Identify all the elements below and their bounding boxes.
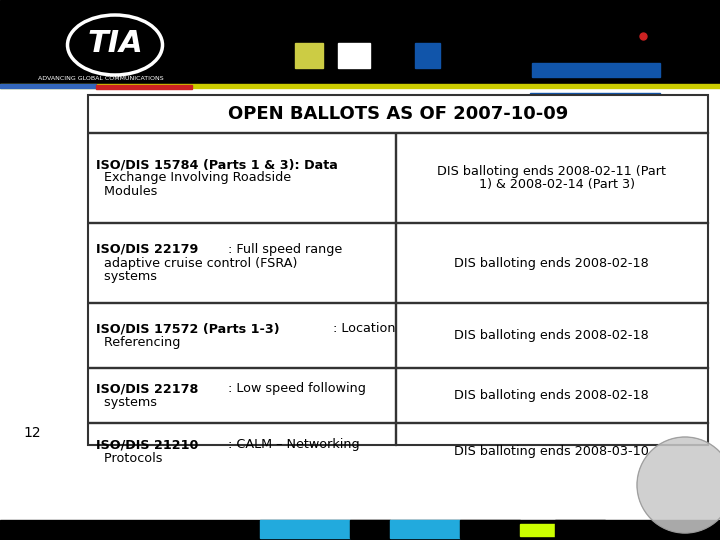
Bar [460, 520, 520, 538]
Bar [390, 520, 460, 538]
Bar [532, 63, 660, 77]
Text: Referencing: Referencing [96, 336, 181, 349]
Bar [520, 524, 555, 536]
Bar [555, 520, 605, 538]
Text: ADVANCING GLOBAL COMMUNICATIONS: ADVANCING GLOBAL COMMUNICATIONS [38, 76, 163, 80]
Text: Protocols: Protocols [96, 452, 163, 465]
Text: systems: systems [96, 270, 157, 283]
Bar [0, 0, 720, 85]
Text: : Low speed following: : Low speed following [228, 382, 366, 395]
Bar [0, 84, 96, 88]
Bar [295, 43, 323, 68]
Text: OPEN BALLOTS AS OF 2007-10-09: OPEN BALLOTS AS OF 2007-10-09 [228, 105, 568, 123]
Text: ISO/DIS 22179: ISO/DIS 22179 [96, 243, 199, 256]
Bar [88, 367, 708, 368]
Bar [338, 43, 370, 68]
Bar [530, 93, 660, 96]
Bar [395, 133, 397, 445]
Text: : Location: : Location [333, 322, 395, 335]
Text: Exchange Involving Roadside: Exchange Involving Roadside [96, 172, 291, 185]
Text: 12: 12 [23, 426, 41, 440]
Text: systems: systems [96, 396, 157, 409]
Text: TIA: TIA [87, 29, 143, 57]
Text: adaptive cruise control (FSRA): adaptive cruise control (FSRA) [96, 256, 297, 269]
Text: : CALM – Networking: : CALM – Networking [228, 438, 360, 451]
Text: ISO/DIS 17572 (Parts 1-3): ISO/DIS 17572 (Parts 1-3) [96, 322, 279, 335]
Bar [88, 132, 708, 133]
Bar [0, 520, 720, 540]
Text: DIS balloting ends 2008-02-18: DIS balloting ends 2008-02-18 [454, 329, 649, 342]
Bar [88, 95, 708, 445]
Text: DIS balloting ends 2008-02-11 (Part: DIS balloting ends 2008-02-11 (Part [437, 165, 666, 178]
Bar [88, 422, 708, 423]
Bar [96, 84, 192, 89]
Text: DIS balloting ends 2008-02-18: DIS balloting ends 2008-02-18 [454, 256, 649, 269]
Bar [415, 43, 440, 68]
Bar [88, 302, 708, 303]
Bar [0, 84, 720, 88]
Text: Modules: Modules [96, 185, 158, 198]
Bar [88, 222, 708, 223]
Text: ISO/DIS 15784 (Parts 1 & 3): Data: ISO/DIS 15784 (Parts 1 & 3): Data [96, 158, 338, 171]
Text: DIS balloting ends 2008-02-18: DIS balloting ends 2008-02-18 [454, 389, 649, 402]
Circle shape [637, 437, 720, 533]
Text: : Full speed range: : Full speed range [228, 243, 342, 256]
Text: ISO/DIS 22178: ISO/DIS 22178 [96, 382, 199, 395]
Bar [350, 520, 390, 538]
Text: ISO/DIS 21210: ISO/DIS 21210 [96, 438, 199, 451]
Text: DIS balloting ends 2008-03-10: DIS balloting ends 2008-03-10 [454, 445, 649, 458]
Text: 1) & 2008-02-14 (Part 3): 1) & 2008-02-14 (Part 3) [467, 178, 636, 191]
Bar [260, 520, 350, 538]
